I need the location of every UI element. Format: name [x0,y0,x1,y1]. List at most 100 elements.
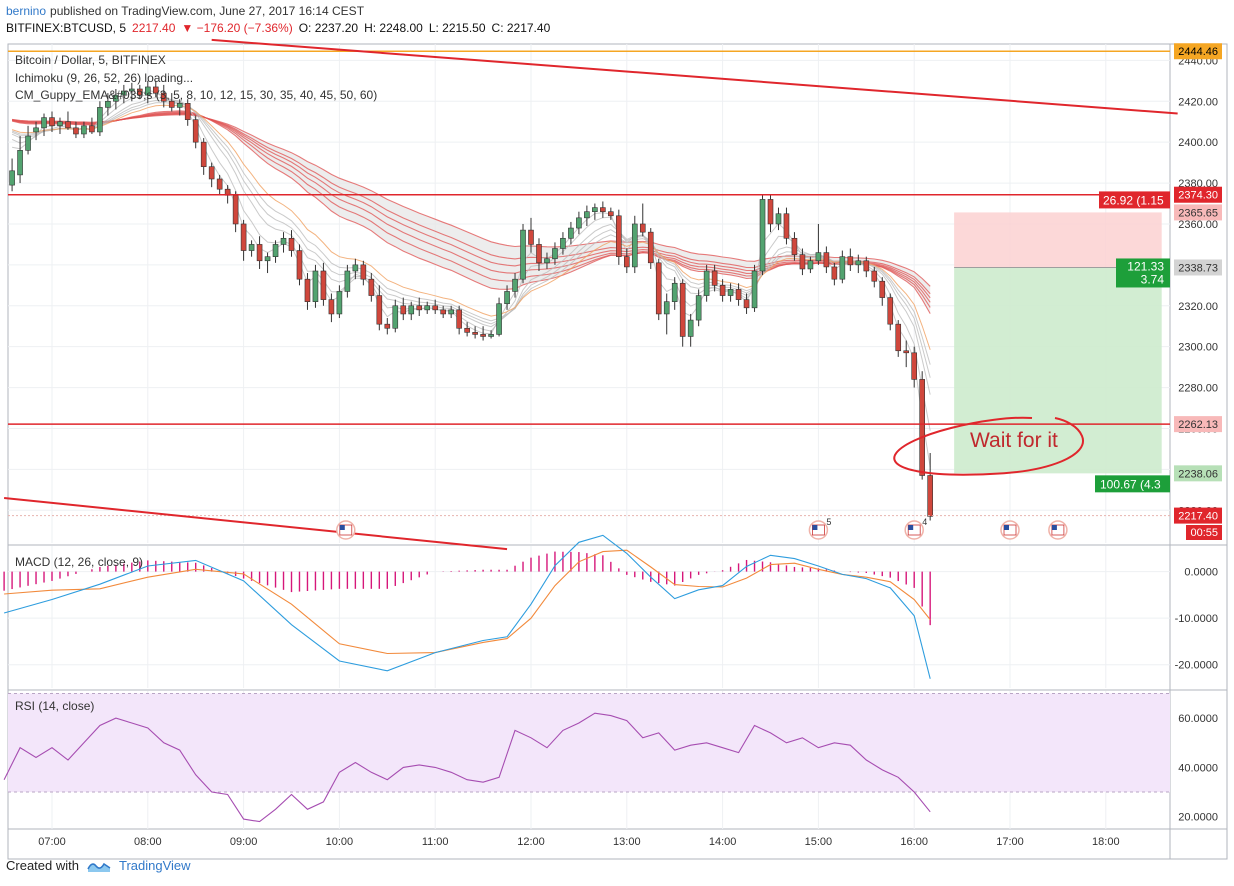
price-tag-target [1174,465,1222,482]
candle-body [512,278,518,292]
candle-body [600,207,606,212]
candle-body [168,100,175,108]
candle-body [560,237,566,249]
ratio-box-text-2: 3.74 [1141,272,1165,286]
candle-body [927,475,933,517]
candle-body [9,170,15,186]
event-count-label: 4 [922,517,927,527]
candle-body [895,323,902,352]
candle-body [368,278,375,296]
candle-body [488,334,494,337]
candle-body [416,305,423,311]
price-tick-label: 2400.00 [1178,137,1218,149]
footer-brand[interactable]: TradingView [118,858,191,873]
close-value: C: 2217.40 [491,21,551,35]
reward-box [1095,475,1170,493]
guppy-long-ema [11,111,931,308]
price-tick-label: 2340.00 [1178,260,1218,272]
candle-body [456,309,462,329]
candle-body [192,119,199,143]
guppy-short-ema [11,102,931,365]
candle-body [815,252,822,262]
macd-tick-label: -20.0000 [1175,660,1218,672]
last-price: 2217.40 [132,21,176,35]
candle-body [440,309,446,315]
candle-body [400,305,407,315]
price-tick-label: 2260.00 [1178,423,1218,435]
candle-body [679,282,686,337]
candle-body [448,309,454,315]
price-tick-label: 2360.00 [1178,219,1218,231]
event-marker-icon [1000,520,1020,540]
author-link[interactable]: bernino [6,4,47,18]
symbol-label: BITFINEX:BTCUSD, 5 [6,21,127,35]
stop-loss-zone [954,212,1162,268]
candle-body [304,278,311,302]
candle-body [184,103,191,120]
candle-body [639,223,646,233]
guppy-long-ema [12,112,931,299]
countdown-text: 00:55 [1190,527,1218,539]
publish-info: bernino published on TradingView.com, Jun… [6,4,364,18]
guppy-band [12,110,931,314]
time-tick-label: 11:00 [422,836,449,848]
time-tick-label: 13:00 [613,836,641,848]
guppy-short-ema [11,92,931,431]
candle-body [695,295,702,321]
candle-body [759,199,766,272]
candle-body [687,319,694,337]
price-tick-label: 2420.00 [1178,96,1218,108]
candle-body [480,334,486,337]
candle-body [911,352,918,380]
candle-body [41,117,47,129]
candle-body [616,215,622,257]
rsi-line [3,712,931,823]
candle-body [783,213,790,239]
candle-body [65,121,71,129]
footer: Created with TradingView [6,858,191,873]
candle-body [647,231,654,264]
legend-guppy: CM_Guppy_EMA&#039;s (3, 5, 8, 10, 12, 15… [15,88,378,102]
candle-body [663,301,670,315]
price-tick-label: 2240.00 [1178,464,1218,476]
candle-body [528,229,534,245]
flag-icon [812,524,825,536]
high-value: H: 2248.00 [364,21,423,35]
price-tag-resistance [1174,186,1222,203]
candle-body [887,297,894,325]
ohlc-bar: BITFINEX:BTCUSD, 5 2217.40 ▼ −176.20 (−7.3… [6,21,550,35]
price-tick-label: 2320.00 [1178,301,1218,313]
published-note: published on TradingView.com, June 27, 2… [50,4,365,18]
candle-body [232,195,239,225]
candle-body [208,166,215,180]
candle-body [352,264,359,272]
trendline [3,497,508,551]
candle-body [727,289,734,296]
price-tag-target-text: 2238.06 [1178,468,1218,480]
candle-body [224,188,231,196]
candle-body [464,327,470,333]
guppy-long-ema [11,110,931,314]
candle-body [623,256,630,268]
candle-body [328,299,335,315]
candle-body [296,250,303,280]
price-tag-last-text: 2217.40 [1178,511,1218,523]
candle-body [312,270,319,302]
candle-body [496,303,502,335]
candle-body [791,237,798,255]
candle-body [775,213,782,225]
candle-body [536,244,542,264]
time-tick-label: 08:00 [134,836,162,848]
ratio-box [1116,258,1170,288]
candle-body [592,207,598,212]
candle-body [240,223,247,251]
trendline [211,38,1178,115]
candle-body [105,100,111,108]
candle-body [17,150,23,176]
candle-body [376,295,383,325]
guppy-short-ema [11,97,931,395]
candle-body [855,260,862,266]
candle-body [520,229,526,280]
price-tag-support-text: 2262.13 [1178,419,1218,431]
